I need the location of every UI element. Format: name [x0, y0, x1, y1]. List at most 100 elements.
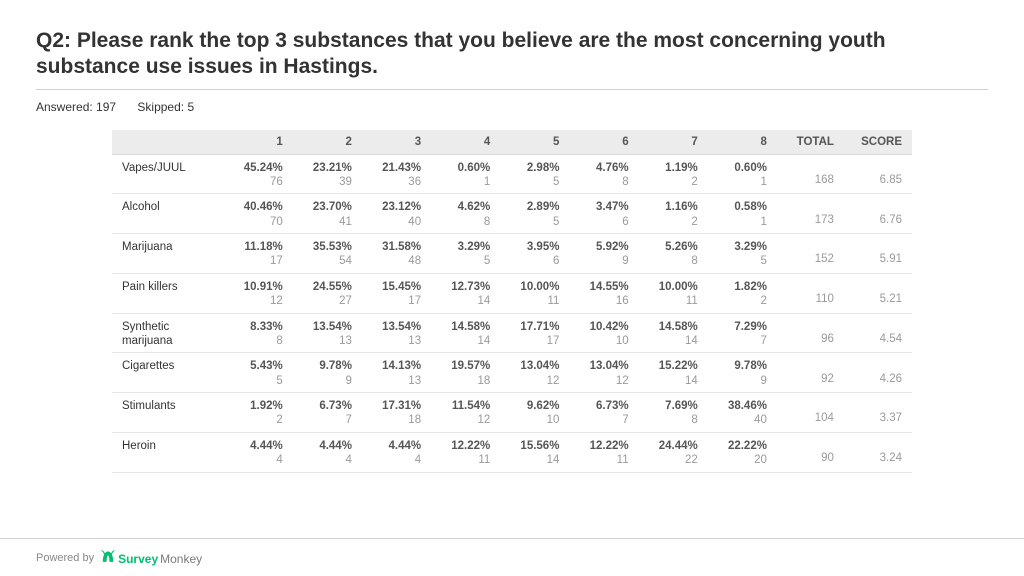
rank-cell: 12.73%14 [431, 273, 500, 313]
rank-cell: 14.55%16 [569, 273, 638, 313]
rank-cell: 4.44%4 [224, 432, 293, 472]
rank-cell: 23.21%39 [293, 154, 362, 194]
cell-count: 2 [649, 215, 698, 229]
rank-cell: 1.19%2 [639, 154, 708, 194]
cell-count: 9 [718, 374, 767, 388]
cell-count: 5 [510, 175, 559, 189]
rank-cell: 15.45%17 [362, 273, 431, 313]
rank-cell: 7.29%7 [708, 313, 777, 353]
cell-percent: 17.31% [372, 399, 421, 413]
row-score: 3.24 [844, 432, 912, 472]
row-score: 6.85 [844, 154, 912, 194]
rank-cell: 45.24%76 [224, 154, 293, 194]
row-total: 92 [777, 353, 844, 393]
cell-count: 36 [372, 175, 421, 189]
cell-percent: 24.55% [303, 280, 352, 294]
cell-percent: 0.60% [441, 161, 490, 175]
cell-percent: 13.54% [372, 320, 421, 334]
rank-cell: 23.70%41 [293, 194, 362, 234]
powered-by-label: Powered by [36, 552, 94, 564]
cell-count: 6 [510, 254, 559, 268]
cell-percent: 23.12% [372, 200, 421, 214]
rank-cell: 3.29%5 [708, 234, 777, 274]
cell-percent: 15.56% [510, 439, 559, 453]
cell-count: 5 [234, 374, 283, 388]
rank-cell: 15.56%14 [500, 432, 569, 472]
cell-count: 5 [718, 254, 767, 268]
rank-cell: 0.60%1 [708, 154, 777, 194]
cell-count: 18 [441, 374, 490, 388]
header-rank: 3 [362, 130, 431, 155]
cell-percent: 1.82% [718, 280, 767, 294]
rank-cell: 4.44%4 [293, 432, 362, 472]
cell-count: 9 [303, 374, 352, 388]
cell-count: 14 [441, 334, 490, 348]
cell-count: 18 [372, 413, 421, 427]
cell-count: 1 [718, 175, 767, 189]
cell-percent: 4.44% [303, 439, 352, 453]
skipped-count: Skipped: 5 [137, 100, 194, 114]
rank-cell: 21.43%36 [362, 154, 431, 194]
row-label: Synthetic marijuana [112, 313, 224, 353]
rank-cell: 10.91%12 [224, 273, 293, 313]
cell-percent: 14.58% [649, 320, 698, 334]
cell-percent: 9.62% [510, 399, 559, 413]
rank-cell: 5.26%8 [639, 234, 708, 274]
rank-cell: 24.55%27 [293, 273, 362, 313]
rank-cell: 5.43%5 [224, 353, 293, 393]
cell-percent: 35.53% [303, 240, 352, 254]
row-total: 96 [777, 313, 844, 353]
row-score: 4.54 [844, 313, 912, 353]
cell-count: 4 [372, 453, 421, 467]
rank-cell: 4.62%8 [431, 194, 500, 234]
rank-cell: 4.44%4 [362, 432, 431, 472]
row-total: 104 [777, 393, 844, 433]
cell-percent: 4.76% [579, 161, 628, 175]
monkey-icon [100, 549, 116, 563]
cell-percent: 13.04% [579, 359, 628, 373]
footer: Powered by SurveyMonkey [0, 538, 1024, 576]
rank-cell: 14.58%14 [431, 313, 500, 353]
cell-percent: 1.92% [234, 399, 283, 413]
row-score: 4.26 [844, 353, 912, 393]
rank-cell: 5.92%9 [569, 234, 638, 274]
cell-count: 14 [649, 334, 698, 348]
response-meta: Answered: 197 Skipped: 5 [36, 90, 988, 114]
rank-cell: 2.98%5 [500, 154, 569, 194]
cell-count: 8 [579, 175, 628, 189]
table-row: Alcohol40.46%7023.70%4123.12%404.62%82.8… [112, 194, 912, 234]
cell-count: 48 [372, 254, 421, 268]
header-rank: 1 [224, 130, 293, 155]
cell-count: 14 [510, 453, 559, 467]
header-rank: 7 [639, 130, 708, 155]
cell-percent: 22.22% [718, 439, 767, 453]
cell-count: 5 [510, 215, 559, 229]
rank-cell: 10.42%10 [569, 313, 638, 353]
cell-percent: 23.70% [303, 200, 352, 214]
cell-percent: 10.91% [234, 280, 283, 294]
cell-percent: 3.47% [579, 200, 628, 214]
rank-cell: 9.78%9 [708, 353, 777, 393]
cell-count: 11 [579, 453, 628, 467]
cell-count: 54 [303, 254, 352, 268]
answered-count: Answered: 197 [36, 100, 116, 114]
rank-cell: 14.58%14 [639, 313, 708, 353]
cell-count: 4 [234, 453, 283, 467]
rank-cell: 13.54%13 [362, 313, 431, 353]
cell-percent: 6.73% [579, 399, 628, 413]
cell-count: 17 [510, 334, 559, 348]
cell-count: 8 [649, 254, 698, 268]
cell-percent: 14.55% [579, 280, 628, 294]
table-row: Vapes/JUUL45.24%7623.21%3921.43%360.60%1… [112, 154, 912, 194]
header-score: SCORE [844, 130, 912, 155]
rank-cell: 1.92%2 [224, 393, 293, 433]
cell-percent: 7.69% [649, 399, 698, 413]
cell-count: 8 [234, 334, 283, 348]
rank-cell: 6.73%7 [569, 393, 638, 433]
cell-count: 76 [234, 175, 283, 189]
cell-percent: 0.60% [718, 161, 767, 175]
cell-percent: 3.95% [510, 240, 559, 254]
header-total: TOTAL [777, 130, 844, 155]
cell-percent: 1.19% [649, 161, 698, 175]
cell-count: 11 [510, 294, 559, 308]
